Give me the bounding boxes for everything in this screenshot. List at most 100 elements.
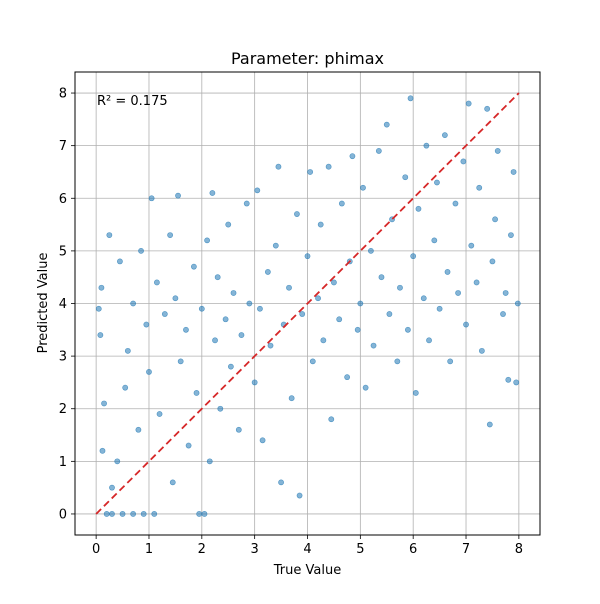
data-point (505, 376, 512, 383)
data-point (130, 300, 137, 307)
data-point (227, 363, 234, 370)
data-point (140, 511, 147, 517)
data-point (362, 384, 369, 391)
data-point (415, 205, 422, 212)
y-tick-label: 6 (59, 192, 67, 207)
data-point (122, 384, 129, 391)
data-point (508, 232, 514, 239)
identity-line (95, 92, 520, 515)
data-point (468, 242, 475, 249)
data-point (114, 458, 121, 465)
x-tick-label: 8 (515, 542, 523, 557)
data-point (357, 300, 364, 307)
data-point (412, 390, 419, 396)
data-point (183, 326, 189, 333)
data-point (331, 279, 337, 286)
y-tick-label: 3 (59, 350, 67, 365)
data-point (441, 132, 448, 139)
y-tick-label: 7 (59, 139, 67, 154)
data-point (217, 405, 224, 412)
data-point (434, 179, 440, 186)
x-tick-label: 1 (145, 542, 153, 557)
data-point (209, 190, 216, 196)
data-point (436, 305, 443, 312)
data-point (264, 269, 271, 275)
data-point (286, 284, 292, 291)
r2-annotation: R² = 0.175 (97, 94, 168, 109)
data-point (294, 211, 300, 217)
data-point (514, 300, 521, 307)
y-tick-label: 2 (59, 402, 67, 417)
y-tick-label: 4 (59, 297, 67, 312)
data-point (463, 321, 469, 328)
data-point (109, 511, 115, 517)
data-point (455, 290, 461, 296)
data-point (259, 437, 266, 444)
data-point (196, 511, 203, 517)
data-point (484, 105, 491, 112)
data-point (431, 237, 438, 244)
x-tick-label: 7 (462, 542, 470, 557)
data-point (109, 484, 115, 491)
data-point (148, 195, 155, 202)
data-point (476, 184, 483, 191)
chart-title: Parameter: phimax (231, 49, 384, 68)
data-point (420, 295, 427, 302)
data-point (212, 337, 218, 344)
data-point (486, 421, 493, 428)
data-point (98, 284, 105, 291)
data-point (402, 174, 409, 181)
data-point (378, 274, 385, 281)
data-point (161, 311, 168, 317)
data-point (513, 379, 520, 386)
data-point (222, 316, 229, 323)
data-point (146, 368, 152, 375)
data-point (117, 258, 123, 265)
data-point (473, 279, 480, 286)
data-point (452, 200, 459, 207)
data-point (267, 342, 274, 349)
y-axis-label: Predicted Value (36, 253, 51, 354)
data-point (206, 458, 213, 465)
data-point (492, 216, 498, 223)
data-point (275, 163, 282, 170)
data-point (288, 395, 295, 402)
x-tick-label: 5 (356, 542, 364, 557)
data-point (143, 321, 150, 328)
data-point (235, 426, 242, 433)
data-point (246, 300, 253, 307)
data-point (138, 247, 144, 254)
data-point (360, 184, 366, 191)
data-point (169, 479, 176, 486)
data-point (190, 263, 197, 270)
data-point (489, 258, 496, 265)
data-point (307, 169, 314, 175)
data-point (410, 253, 417, 260)
x-tick-label: 6 (409, 542, 417, 557)
data-point (407, 95, 414, 102)
x-tick-label: 3 (251, 542, 259, 557)
data-point (177, 358, 184, 365)
data-point (349, 153, 356, 160)
data-point (370, 342, 377, 349)
data-point (354, 326, 361, 333)
data-point (465, 100, 472, 107)
data-point (328, 416, 335, 423)
data-point (193, 390, 200, 396)
data-point (254, 187, 261, 194)
data-point (478, 347, 485, 354)
data-point (336, 316, 343, 323)
data-point (214, 274, 221, 281)
data-point (315, 295, 321, 302)
data-point (502, 290, 509, 296)
data-point (426, 337, 432, 344)
data-point (397, 284, 403, 291)
data-point (251, 379, 258, 386)
identity-line-layer (95, 92, 520, 515)
data-point (119, 511, 126, 517)
data-point (103, 511, 110, 517)
data-point (423, 142, 430, 149)
data-point (238, 332, 245, 338)
